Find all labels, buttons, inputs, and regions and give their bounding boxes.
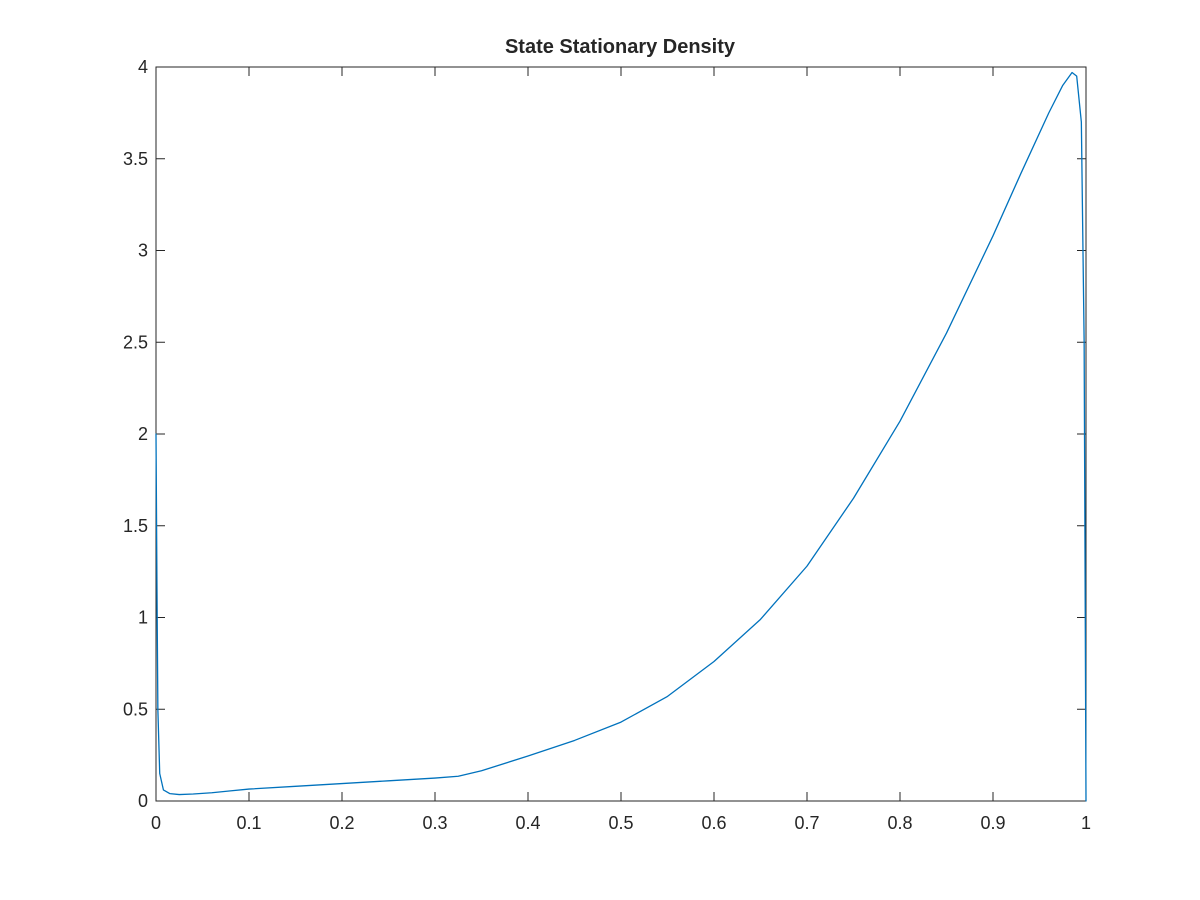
plot-area: 0 0.1 0.2 0.3 0.4 0.5 0.6 0.7 0.8 0.9 1 0 0.5 1 1.5 2 2.… xyxy=(123,57,1091,833)
y-tick-label: 2.5 xyxy=(123,332,148,352)
x-tick-label: 0.8 xyxy=(887,813,912,833)
x-tick-label: 0.5 xyxy=(608,813,633,833)
series-line xyxy=(155,71,1087,802)
x-tick-label: 0 xyxy=(151,813,161,833)
x-tick-label: 0.4 xyxy=(515,813,540,833)
x-tick-label: 0.9 xyxy=(980,813,1005,833)
x-tick-label: 0.7 xyxy=(794,813,819,833)
y-tick-label: 0.5 xyxy=(123,699,148,719)
x-tick-label: 1 xyxy=(1081,813,1091,833)
y-tick-label: 3 xyxy=(138,241,148,261)
x-tick-label: 0.3 xyxy=(422,813,447,833)
y-tick-label: 0 xyxy=(138,791,148,811)
y-tick-label: 1.5 xyxy=(123,516,148,536)
x-tick-label: 0.6 xyxy=(701,813,726,833)
y-tick-label: 1 xyxy=(138,608,148,628)
x-tick-label: 0.2 xyxy=(329,813,354,833)
chart-title: State Stationary Density xyxy=(505,36,736,58)
y-tick-label: 2 xyxy=(138,424,148,444)
y-tick-label: 4 xyxy=(138,57,148,77)
x-tick-label: 0.1 xyxy=(236,813,261,833)
y-tick-label: 3.5 xyxy=(123,149,148,169)
